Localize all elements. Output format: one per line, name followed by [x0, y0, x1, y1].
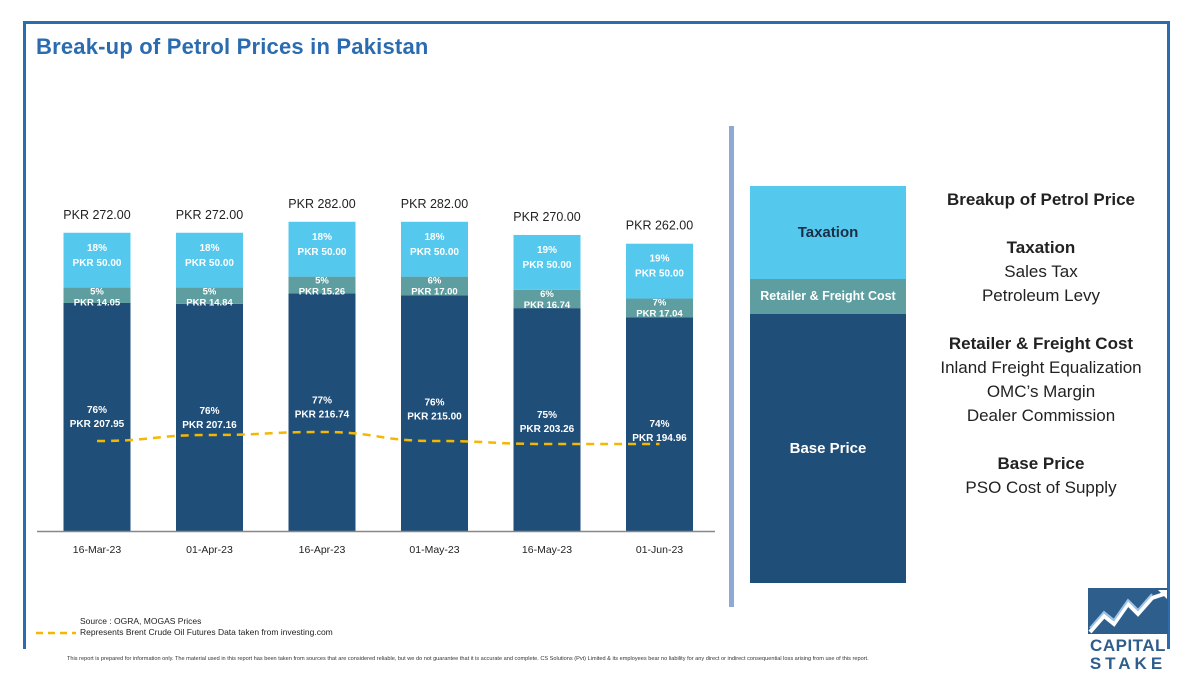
data-label-value: PKR 194.96 [632, 433, 687, 444]
data-label-pct: 5% [90, 287, 104, 298]
bar-segment-base-price [63, 302, 131, 531]
breakup-item: Dealer Commission [966, 406, 1116, 425]
chart-arrow-icon [1088, 588, 1168, 634]
page-title: Break-up of Petrol Prices in Pakistan [36, 34, 429, 59]
bar-segment-retailer-freight-cost [288, 276, 356, 294]
brent-crude-line [96, 430, 660, 446]
x-tick-label: 16-Mar-23 [73, 544, 122, 556]
bar-segment-taxation [176, 232, 243, 288]
x-tick-label: 01-Jun-23 [636, 544, 683, 556]
total-label: PKR 262.00 [626, 219, 693, 233]
brent-line-legend: Represents Brent Crude Oil Futures Data … [34, 627, 674, 639]
breakup-taxation-title: Taxation [1006, 238, 1076, 257]
data-label-pct: 7% [653, 298, 667, 309]
data-label-value: PKR 203.26 [520, 424, 575, 435]
bar-segment-base-price [288, 293, 356, 531]
bar-segment-retailer-freight-cost [63, 287, 131, 303]
data-label-value: PKR 50.00 [635, 269, 684, 280]
total-label: PKR 282.00 [288, 197, 355, 211]
bar-segment-taxation [513, 234, 581, 290]
bar-segment-taxation [626, 243, 693, 299]
x-tick-label: 01-May-23 [409, 544, 459, 556]
data-label-value: PKR 215.00 [407, 411, 462, 422]
data-label-pct: 19% [537, 245, 557, 256]
bar-segment-taxation [288, 221, 356, 277]
breakup-base-title: Base Price [997, 454, 1085, 473]
bar-segment-base-price [626, 317, 693, 531]
legend-retailer-block: Retailer & Freight Cost [750, 279, 906, 314]
bar-segment-base-price [401, 295, 468, 531]
source-note: Source : OGRA, MOGAS Prices [80, 616, 202, 626]
breakup-item: Sales Tax [1004, 262, 1078, 281]
data-label-pct: 18% [312, 232, 332, 243]
data-label-pct: 18% [199, 243, 219, 254]
bar-segment-base-price [513, 308, 581, 531]
data-label-pct: 18% [87, 243, 107, 254]
data-label-pct: 74% [649, 419, 669, 430]
data-label-pct: 5% [315, 276, 329, 287]
data-label-value: PKR 16.74 [524, 300, 571, 311]
bar-segment-retailer-freight-cost [176, 287, 243, 304]
bar-segment-taxation [401, 221, 468, 277]
data-label-value: PKR 14.84 [186, 298, 233, 309]
breakup-item: Petroleum Levy [981, 286, 1101, 305]
disclaimer-text: This report is prepared for information … [67, 656, 869, 662]
data-label-pct: 75% [537, 410, 557, 421]
breakup-heading: Breakup of Petrol Price [946, 190, 1135, 209]
total-label: PKR 272.00 [63, 208, 130, 222]
data-label-value: PKR 216.74 [295, 409, 350, 420]
data-label-value: PKR 14.05 [74, 298, 121, 309]
bar-segment-base-price [176, 303, 243, 531]
legend-base-block: Base Price [750, 314, 906, 583]
legend-taxation-block: Taxation [750, 186, 906, 279]
bar-segment-retailer-freight-cost [401, 276, 468, 296]
total-label: PKR 270.00 [513, 210, 580, 224]
data-label-pct: 76% [424, 397, 444, 408]
bar-segment-retailer-freight-cost [626, 298, 693, 318]
report-frame [23, 21, 1170, 649]
data-label-value: PKR 50.00 [298, 247, 347, 258]
dashed-line-icon [36, 631, 76, 635]
data-label-pct: 19% [649, 254, 669, 265]
bar-segment-retailer-freight-cost [513, 289, 581, 309]
brent-line-legend-text: Represents Brent Crude Oil Futures Data … [80, 627, 333, 637]
breakup-panel: Breakup of Petrol Price Taxation Sales T… [925, 188, 1157, 500]
data-label-pct: 76% [87, 405, 107, 416]
data-label-pct: 77% [312, 395, 332, 406]
bar-segment-taxation [63, 232, 131, 288]
data-label-pct: 18% [424, 232, 444, 243]
data-label-value: PKR 207.95 [70, 419, 125, 430]
breakup-retailer-title: Retailer & Freight Cost [948, 334, 1134, 353]
data-label-value: PKR 17.00 [411, 287, 457, 298]
data-label-value: PKR 15.26 [299, 287, 345, 298]
x-tick-label: 16-Apr-23 [299, 544, 346, 556]
logo-text-stake: STAKE [1089, 654, 1167, 673]
breakup-item: Inland Freight Equalization [940, 358, 1142, 377]
total-label: PKR 282.00 [401, 197, 468, 211]
data-label-pct: 6% [540, 289, 554, 300]
data-label-value: PKR 50.00 [185, 258, 234, 269]
x-tick-label: 16-May-23 [522, 544, 572, 556]
data-label-value: PKR 50.00 [523, 260, 572, 271]
data-label-pct: 76% [199, 406, 219, 417]
x-tick-label: 01-Apr-23 [186, 544, 233, 556]
breakup-item: OMC’s Margin [986, 382, 1096, 401]
logo-text-capital: CAPITAL [1090, 636, 1166, 655]
data-label-value: PKR 207.16 [182, 420, 237, 431]
data-label-pct: 6% [428, 276, 442, 287]
data-label-value: PKR 17.04 [636, 309, 683, 320]
data-label-value: PKR 50.00 [410, 247, 459, 258]
data-label-value: PKR 50.00 [73, 258, 122, 269]
breakup-item: PSO Cost of Supply [965, 478, 1117, 497]
divider-bar [729, 126, 734, 607]
total-label: PKR 272.00 [176, 208, 243, 222]
capital-stake-logo: CAPITAL STAKE [1085, 585, 1171, 673]
data-label-pct: 5% [203, 287, 217, 298]
